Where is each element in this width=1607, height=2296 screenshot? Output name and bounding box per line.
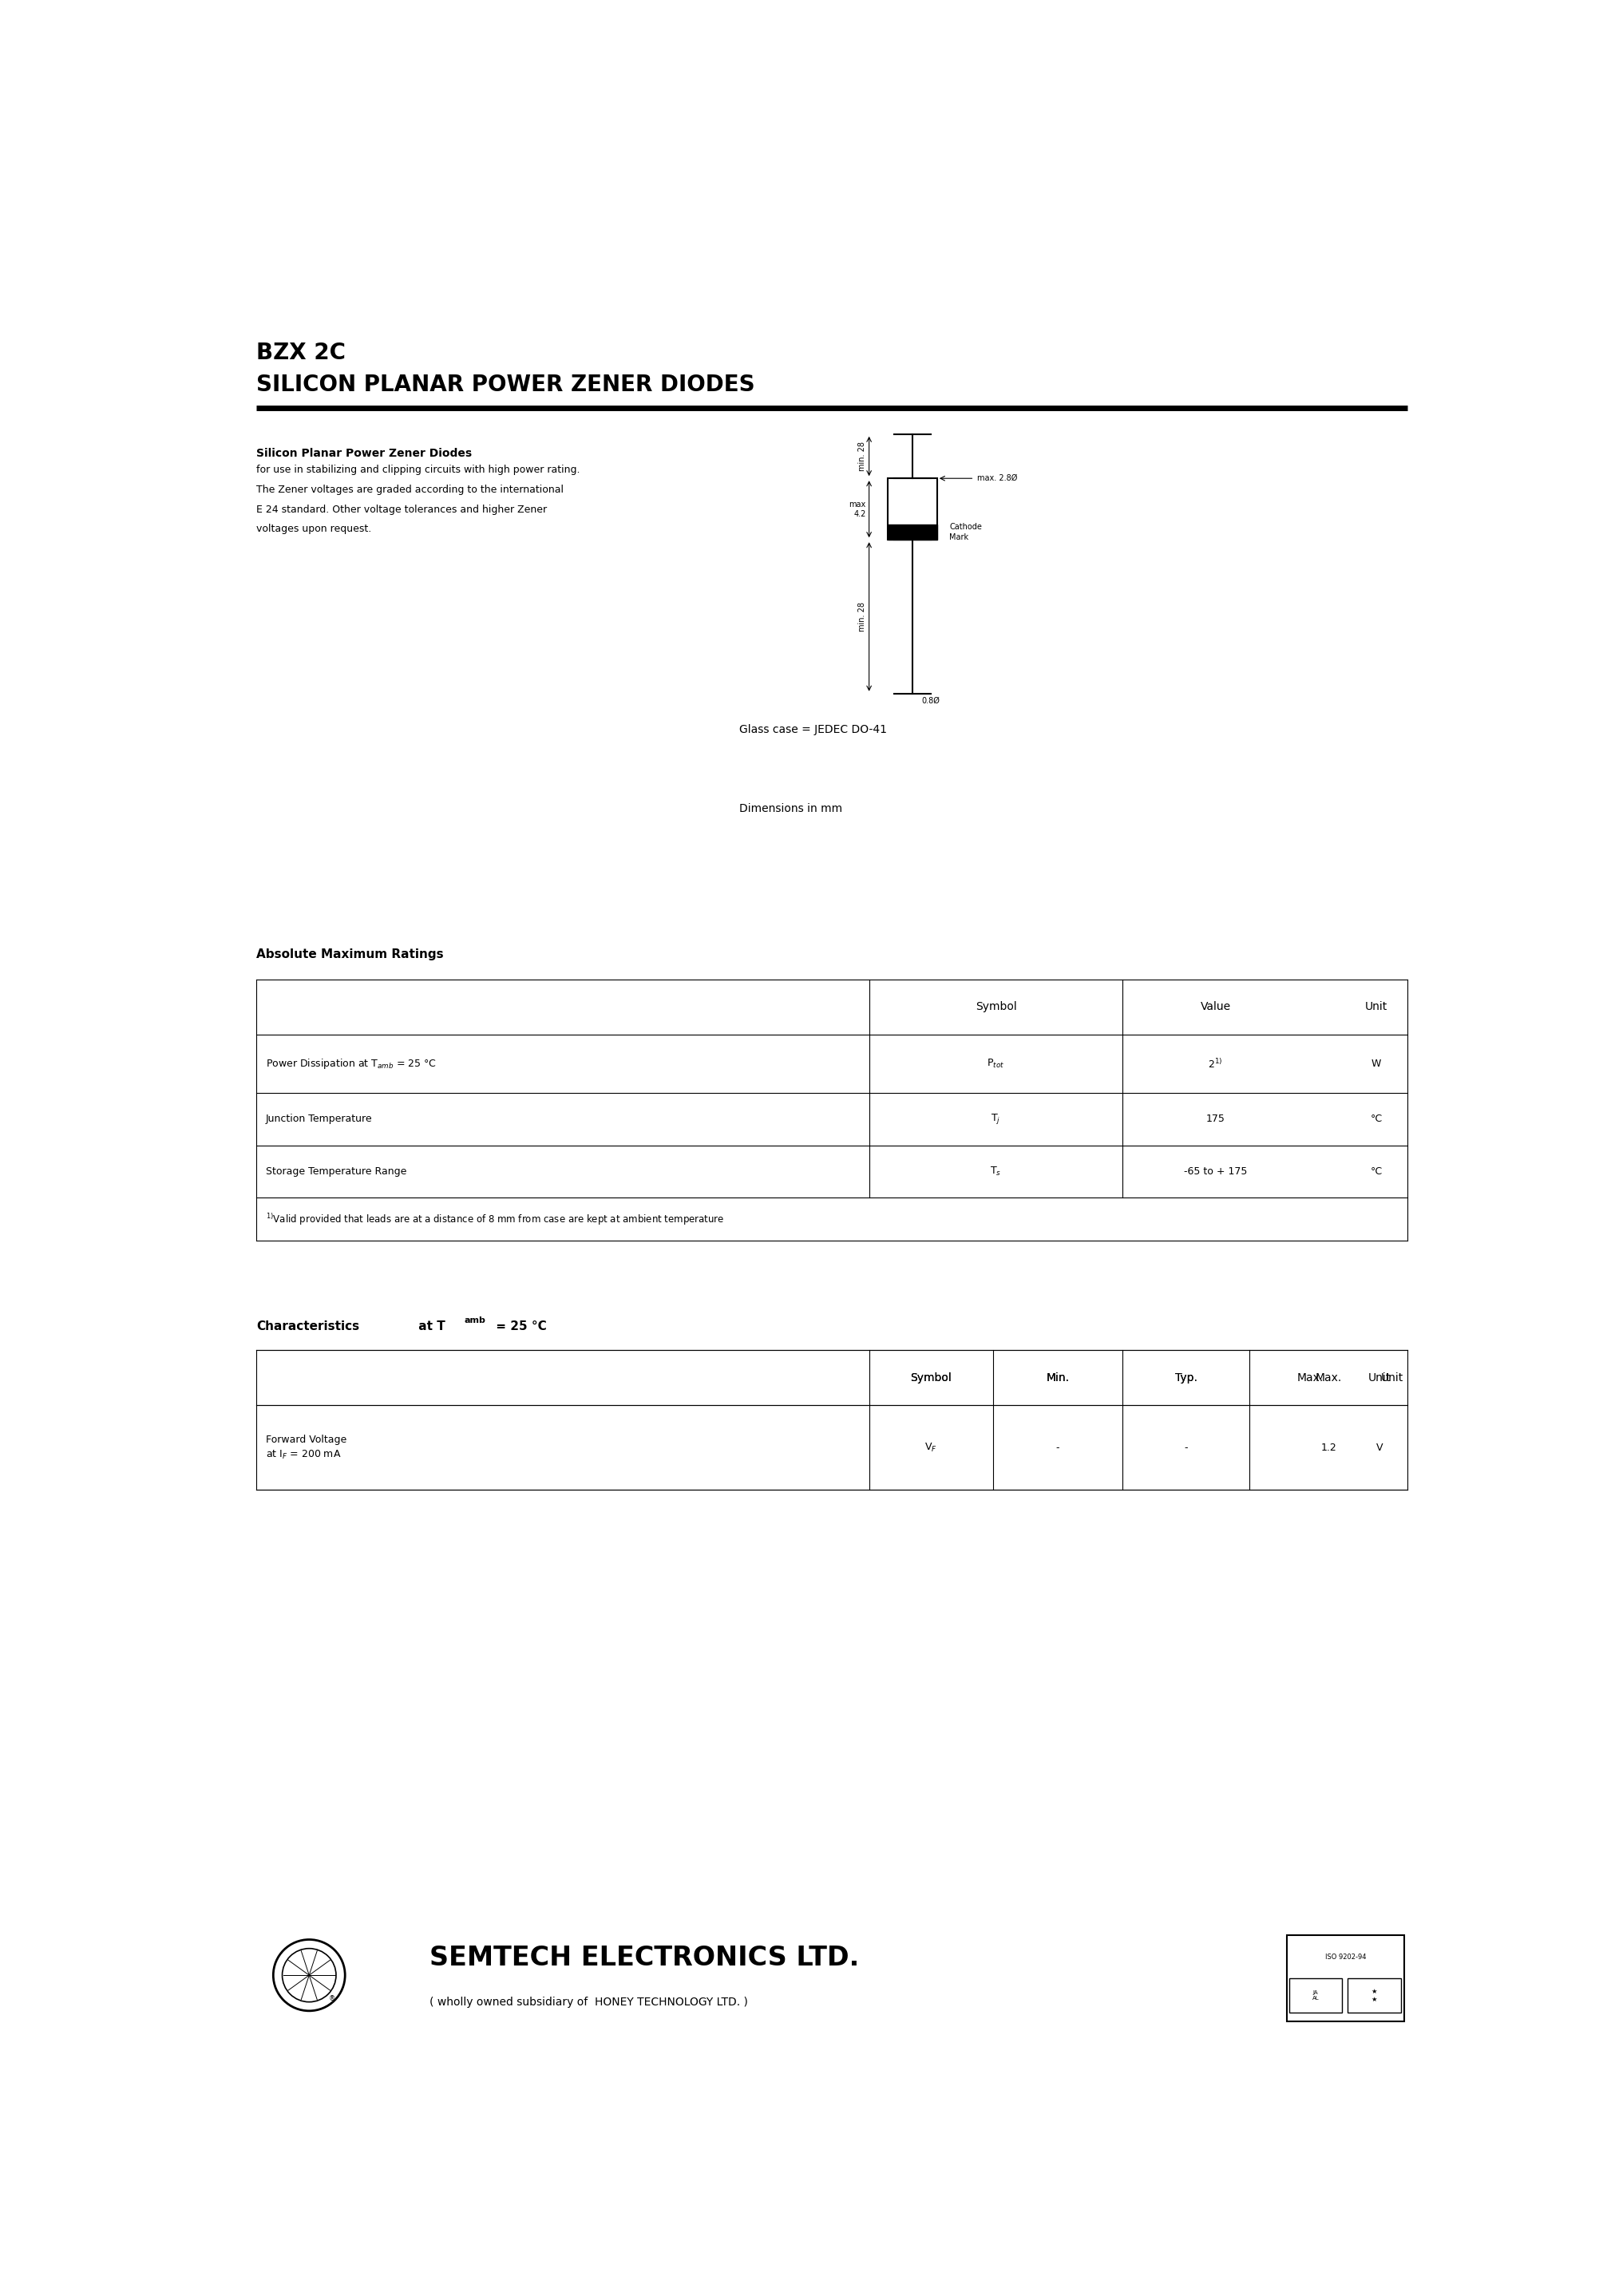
Text: Value: Value <box>1200 1001 1231 1013</box>
Text: W: W <box>1371 1058 1382 1070</box>
Text: Typ.: Typ. <box>1175 1373 1197 1382</box>
Text: V$_{F}$: V$_{F}$ <box>924 1442 937 1453</box>
Text: °C: °C <box>1371 1166 1382 1176</box>
Text: = 25 °C: = 25 °C <box>492 1320 546 1332</box>
Text: T$_{s}$: T$_{s}$ <box>990 1166 1001 1178</box>
Text: V: V <box>1376 1442 1384 1453</box>
Text: min. 28: min. 28 <box>858 441 866 471</box>
Text: ★
★: ★ ★ <box>1371 1988 1377 2002</box>
Text: Glass case = JEDEC DO-41: Glass case = JEDEC DO-41 <box>739 723 887 735</box>
Text: Cathode
Mark: Cathode Mark <box>950 523 982 542</box>
Text: for use in stabilizing and clipping circuits with high power rating.: for use in stabilizing and clipping circ… <box>257 464 580 475</box>
Text: Junction Temperature: Junction Temperature <box>265 1114 373 1125</box>
Bar <box>1348 1979 1401 2014</box>
Text: SEMTECH ELECTRONICS LTD.: SEMTECH ELECTRONICS LTD. <box>429 1945 860 1970</box>
Text: at T: at T <box>415 1320 445 1332</box>
Text: 1.2: 1.2 <box>1321 1442 1337 1453</box>
Text: Characteristics: Characteristics <box>257 1320 360 1332</box>
Text: The Zener voltages are graded according to the international: The Zener voltages are graded according … <box>257 484 564 496</box>
Text: 175: 175 <box>1205 1114 1225 1125</box>
Text: $^{1)}$Valid provided that leads are at a distance of 8 mm from case are kept at: $^{1)}$Valid provided that leads are at … <box>265 1212 725 1226</box>
Text: Storage Temperature Range: Storage Temperature Range <box>265 1166 407 1176</box>
Text: Dimensions in mm: Dimensions in mm <box>739 804 842 815</box>
Text: -65 to + 175: -65 to + 175 <box>1184 1166 1247 1176</box>
Bar <box>1289 1979 1342 2014</box>
Text: Unit: Unit <box>1364 1001 1388 1013</box>
Text: Min.: Min. <box>1046 1373 1069 1382</box>
Text: 2$^{1)}$: 2$^{1)}$ <box>1208 1058 1223 1070</box>
Text: voltages upon request.: voltages upon request. <box>257 523 371 535</box>
Text: T$_{j}$: T$_{j}$ <box>992 1114 1001 1125</box>
Text: Max.: Max. <box>1315 1373 1342 1382</box>
Text: E 24 standard. Other voltage tolerances and higher Zener: E 24 standard. Other voltage tolerances … <box>257 505 548 514</box>
Text: max
4.2: max 4.2 <box>848 501 866 517</box>
Text: JA
AL: JA AL <box>1313 1991 1319 2000</box>
Circle shape <box>283 1949 336 2002</box>
Text: Symbol: Symbol <box>975 1001 1017 1013</box>
Text: amb: amb <box>464 1316 485 1325</box>
Text: min. 28: min. 28 <box>858 602 866 631</box>
Text: Max.: Max. <box>1297 1373 1323 1382</box>
Text: P$_{tot}$: P$_{tot}$ <box>987 1058 1004 1070</box>
Text: ISO 9202-94: ISO 9202-94 <box>1324 1954 1366 1961</box>
Text: Symbol: Symbol <box>910 1373 951 1382</box>
Text: -: - <box>1056 1442 1059 1453</box>
Text: Absolute Maximum Ratings: Absolute Maximum Ratings <box>257 948 444 960</box>
Bar <box>887 478 937 540</box>
Text: Unit: Unit <box>1380 1373 1403 1382</box>
Text: Min.: Min. <box>1046 1373 1069 1382</box>
Text: ®: ® <box>329 1995 336 2002</box>
Text: Power Dissipation at T$_{amb}$ = 25 °C: Power Dissipation at T$_{amb}$ = 25 °C <box>265 1056 437 1070</box>
Text: 0.8Ø: 0.8Ø <box>922 696 940 705</box>
Text: Typ.: Typ. <box>1175 1373 1197 1382</box>
Text: Unit: Unit <box>1368 1373 1390 1382</box>
Text: Symbol: Symbol <box>910 1373 951 1382</box>
Text: BZX 2C: BZX 2C <box>257 342 346 365</box>
Text: at I$_{F}$ = 200 mA: at I$_{F}$ = 200 mA <box>265 1449 341 1460</box>
Bar <box>1287 1936 1405 2020</box>
Text: °C: °C <box>1371 1114 1382 1125</box>
Bar <box>887 523 937 540</box>
Text: ( wholly owned subsidiary of  HONEY TECHNOLOGY LTD. ): ( wholly owned subsidiary of HONEY TECHN… <box>429 1998 749 2009</box>
Text: max. 2.8Ø: max. 2.8Ø <box>977 475 1017 482</box>
Circle shape <box>273 1940 346 2011</box>
Text: Silicon Planar Power Zener Diodes: Silicon Planar Power Zener Diodes <box>257 448 472 459</box>
Text: -: - <box>1184 1442 1188 1453</box>
Text: Forward Voltage: Forward Voltage <box>265 1435 347 1444</box>
Text: SILICON PLANAR POWER ZENER DIODES: SILICON PLANAR POWER ZENER DIODES <box>257 374 755 397</box>
